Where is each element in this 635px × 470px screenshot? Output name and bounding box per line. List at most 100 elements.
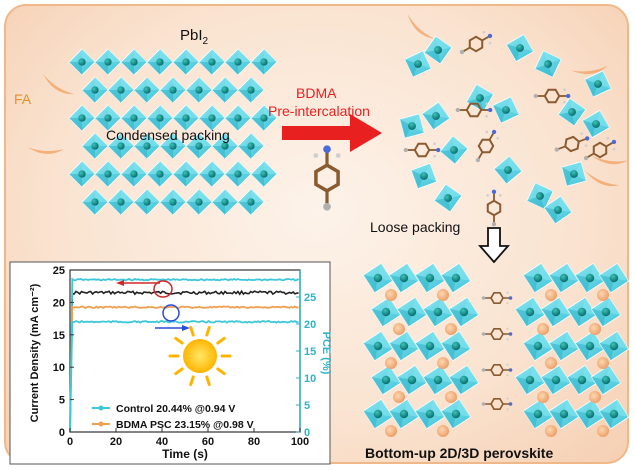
fa-ion-trail: [571, 65, 608, 75]
pbi6-octahedron: [422, 296, 454, 328]
pbi6-octahedron: [370, 296, 402, 328]
bdma-molecule: [583, 136, 617, 161]
pbi6-octahedron: [440, 262, 472, 294]
bdma-molecule: [481, 363, 513, 377]
pb-atom: [433, 375, 443, 385]
pb-atom: [247, 198, 255, 206]
pb-atom: [585, 341, 595, 351]
sun-ray: [205, 375, 211, 387]
pbi6-octahedron: [94, 104, 122, 132]
pbi6-octahedron: [172, 160, 200, 188]
chart-series: [69, 277, 300, 433]
pb-atom: [536, 192, 544, 200]
fa-cation: [437, 289, 449, 301]
pb-atom: [609, 341, 619, 351]
pb-atom: [450, 146, 458, 154]
loose-pbi2-lattice: [399, 33, 612, 225]
fa-cation: [445, 323, 457, 335]
y2-tick-label: 0: [304, 427, 310, 439]
fa-cation: [589, 391, 601, 403]
pbi6-octahedron: [185, 76, 213, 104]
pbi6-octahedron: [107, 76, 135, 104]
pbi6-octahedron: [198, 48, 226, 76]
pbi6-octahedron: [133, 76, 161, 104]
pbi6-octahedron: [598, 398, 630, 430]
x-tick-label: 0: [67, 436, 73, 448]
pbi6-octahedron: [590, 296, 622, 328]
pb-atom: [399, 409, 409, 419]
pbi6-octahedron: [505, 33, 535, 63]
fa-cation: [385, 289, 397, 301]
pb-atom: [459, 375, 469, 385]
pbi6-octahedron: [526, 182, 554, 210]
pbi6-octahedron: [362, 330, 394, 362]
pb-atom: [577, 375, 587, 385]
pb-atom: [420, 172, 428, 180]
fa-cation: [545, 425, 557, 437]
pb-atom: [195, 86, 203, 94]
pbi6-octahedron: [404, 50, 432, 78]
pbi6-octahedron: [581, 109, 611, 139]
pb-atom: [533, 273, 543, 283]
fa-cation: [445, 391, 457, 403]
pbi6-octahedron: [237, 188, 265, 216]
pbi6-octahedron: [566, 296, 598, 328]
fa-cation: [545, 289, 557, 301]
y-tick-label: 10: [53, 362, 65, 374]
pbi6-octahedron: [146, 48, 174, 76]
fa-cation: [597, 357, 609, 369]
pb-atom: [433, 307, 443, 317]
chart-legend: Control 20.44% @0.94 V BDMA PSC 23.15% @0…: [92, 403, 254, 431]
pb-atom: [130, 58, 138, 66]
x-tick-label: 60: [202, 436, 214, 448]
sun-ray: [189, 375, 195, 387]
pbi6-octahedron: [120, 48, 148, 76]
bdma-molecules: [313, 30, 617, 227]
pb-atom: [208, 58, 216, 66]
pbi6-octahedron: [396, 296, 428, 328]
pb-atom: [414, 60, 422, 68]
pb-atom: [609, 409, 619, 419]
pb-atom: [130, 114, 138, 122]
sun-ray: [205, 325, 211, 337]
pb-atom: [182, 170, 190, 178]
pb-atom: [459, 307, 469, 317]
pb-atom: [373, 341, 383, 351]
pbi6-octahedron: [448, 364, 480, 396]
left-axis-arrowhead: [116, 280, 124, 286]
pbi2-label: PbI2: [180, 27, 209, 47]
pb-atom: [551, 375, 561, 385]
condensed-packing-label: Condensed packing: [106, 127, 230, 143]
pbi6-octahedron: [185, 132, 213, 160]
pbi6-octahedron: [574, 398, 606, 430]
pb-atom: [91, 142, 99, 150]
pbi6-octahedron: [198, 160, 226, 188]
pb-atom: [104, 58, 112, 66]
y2-tick-label: 15: [304, 346, 316, 358]
pb-atom: [381, 307, 391, 317]
bdma-molecule: [459, 30, 493, 55]
pb-atom: [434, 46, 442, 54]
pbi6-octahedron: [493, 155, 523, 185]
fa-cation: [393, 323, 405, 335]
pbi6-octahedron: [522, 330, 554, 362]
fa-cation: [597, 289, 609, 301]
y-tick-label: 0: [59, 427, 65, 439]
pb-atom: [117, 142, 125, 150]
pbi6-octahedron: [448, 296, 480, 328]
pb-atom: [408, 122, 416, 130]
pbi6-octahedron: [414, 398, 446, 430]
pbi6-octahedron: [534, 50, 562, 78]
pbi6-octahedron: [388, 330, 420, 362]
pb-atom: [476, 94, 484, 102]
pbi6-octahedron: [574, 330, 606, 362]
left-axis-circle: [153, 280, 173, 298]
pb-atom: [182, 58, 190, 66]
pb-atom: [425, 273, 435, 283]
pb-atom: [577, 307, 587, 317]
x-tick-label: 40: [156, 436, 168, 448]
pbi6-octahedron: [68, 48, 96, 76]
series-line: [69, 305, 299, 433]
